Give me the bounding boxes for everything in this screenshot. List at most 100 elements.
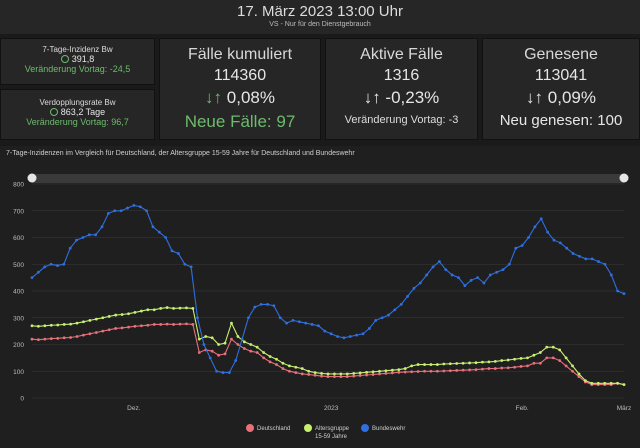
data-point[interactable] (230, 337, 233, 341)
data-point[interactable] (266, 302, 269, 306)
data-point[interactable] (442, 362, 446, 366)
data-point[interactable] (616, 289, 620, 293)
legend-label[interactable]: Altersgruppe (315, 426, 350, 432)
data-point[interactable] (313, 371, 317, 374)
data-point[interactable] (300, 367, 304, 370)
legend-marker[interactable] (361, 424, 369, 432)
data-point[interactable] (37, 324, 40, 328)
data-point[interactable] (247, 316, 250, 320)
data-point[interactable] (75, 238, 78, 242)
data-point[interactable] (406, 294, 409, 298)
data-point[interactable] (339, 375, 343, 378)
data-point[interactable] (538, 351, 542, 354)
data-point[interactable] (461, 361, 465, 365)
data-point[interactable] (487, 360, 491, 364)
data-point[interactable] (423, 363, 426, 366)
data-point[interactable] (583, 379, 587, 383)
data-point[interactable] (113, 209, 117, 213)
data-point[interactable] (227, 371, 231, 374)
data-point[interactable] (378, 372, 381, 376)
data-point[interactable] (457, 276, 460, 280)
data-point[interactable] (259, 302, 263, 306)
data-point[interactable] (545, 345, 549, 349)
data-point[interactable] (514, 246, 518, 250)
data-point[interactable] (390, 368, 394, 372)
data-point[interactable] (403, 367, 407, 370)
data-point[interactable] (564, 364, 568, 368)
data-point[interactable] (444, 268, 448, 271)
data-point[interactable] (56, 323, 60, 327)
data-point[interactable] (69, 322, 73, 326)
data-point[interactable] (307, 373, 311, 376)
data-point[interactable] (365, 373, 369, 377)
zoom-handle-right[interactable] (619, 173, 629, 183)
data-point[interactable] (272, 304, 276, 308)
data-point[interactable] (114, 313, 118, 317)
data-point[interactable] (138, 205, 142, 209)
data-point[interactable] (329, 332, 333, 336)
data-point[interactable] (215, 369, 219, 373)
data-point[interactable] (185, 322, 188, 326)
data-point[interactable] (431, 265, 435, 269)
data-point[interactable] (145, 209, 148, 213)
data-point[interactable] (429, 363, 433, 366)
data-point[interactable] (101, 316, 105, 320)
data-point[interactable] (172, 323, 175, 326)
data-point[interactable] (378, 369, 381, 373)
data-point[interactable] (533, 225, 537, 229)
data-point[interactable] (75, 335, 79, 338)
data-point[interactable] (146, 323, 150, 327)
data-point[interactable] (493, 359, 497, 363)
data-point[interactable] (500, 366, 504, 370)
data-point[interactable] (412, 286, 416, 290)
data-point[interactable] (365, 370, 369, 374)
data-point[interactable] (133, 311, 137, 314)
data-point[interactable] (278, 316, 282, 320)
legend-label[interactable]: Bundeswehr (372, 426, 405, 432)
data-point[interactable] (336, 335, 339, 338)
data-point[interactable] (416, 370, 420, 373)
data-point[interactable] (578, 254, 581, 258)
data-point[interactable] (374, 319, 378, 322)
data-point[interactable] (506, 358, 510, 362)
data-point[interactable] (262, 356, 266, 360)
data-point[interactable] (159, 306, 163, 310)
data-point[interactable] (481, 367, 484, 371)
data-point[interactable] (133, 324, 137, 328)
data-point[interactable] (183, 262, 187, 266)
data-point[interactable] (43, 265, 47, 269)
data-point[interactable] (268, 355, 272, 358)
data-point[interactable] (307, 369, 311, 373)
data-point[interactable] (539, 217, 543, 221)
data-point[interactable] (139, 324, 143, 328)
legend-label[interactable]: 15-59 Jahre (315, 434, 348, 440)
data-point[interactable] (37, 338, 40, 342)
data-point[interactable] (249, 349, 253, 353)
data-point[interactable] (352, 374, 356, 378)
data-point[interactable] (81, 236, 85, 239)
data-point[interactable] (380, 316, 384, 320)
data-point[interactable] (223, 341, 227, 345)
data-point[interactable] (442, 369, 446, 373)
data-point[interactable] (317, 324, 320, 328)
data-point[interactable] (30, 276, 34, 280)
data-point[interactable] (526, 364, 529, 368)
data-point[interactable] (178, 322, 182, 326)
data-point[interactable] (410, 370, 414, 374)
data-point[interactable] (476, 276, 479, 280)
data-point[interactable] (62, 336, 66, 340)
data-point[interactable] (49, 337, 53, 341)
data-point[interactable] (468, 361, 471, 365)
data-point[interactable] (262, 351, 266, 354)
data-point[interactable] (538, 361, 542, 365)
data-point[interactable] (387, 313, 390, 317)
data-point[interactable] (506, 366, 510, 370)
data-point[interactable] (87, 233, 91, 237)
data-point[interactable] (152, 323, 156, 326)
data-point[interactable] (75, 321, 79, 325)
data-point[interactable] (622, 383, 626, 387)
data-point[interactable] (320, 374, 323, 378)
data-point[interactable] (119, 209, 123, 213)
data-point[interactable] (217, 353, 221, 357)
data-point[interactable] (520, 244, 524, 247)
